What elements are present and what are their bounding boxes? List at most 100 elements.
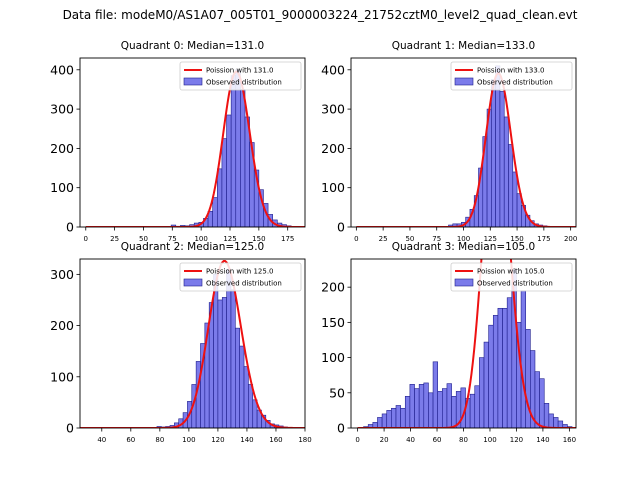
y-tick-label: 400 <box>321 62 345 77</box>
y-tick-label: 100 <box>50 369 74 384</box>
x-tick-label: 50 <box>139 235 148 243</box>
histogram-bar <box>548 413 554 428</box>
histogram-bar <box>553 417 559 428</box>
legend-hist-label: Observed distribution <box>206 79 282 87</box>
legend-box <box>450 61 573 91</box>
x-tick-label: 150 <box>252 235 265 243</box>
x-tick-label: 75 <box>168 235 177 243</box>
subplot-title: Quadrant 0: Median=131.0 <box>121 40 264 52</box>
legend-hist-swatch <box>183 77 203 86</box>
histogram-bar <box>506 297 513 428</box>
y-tick-label: 0 <box>337 220 345 235</box>
poisson-curve <box>85 70 305 227</box>
subplot-quadrant-3: 0 20 40 60 80 100 120 140 160 0 50 100 150 200 Quadran… <box>321 241 577 444</box>
histogram-bar <box>492 315 499 428</box>
y-tick-label: 50 <box>329 385 345 400</box>
poisson-curve <box>357 259 576 428</box>
legend-box <box>450 262 573 292</box>
histogram-bar <box>217 168 223 227</box>
y-tick-label: 300 <box>50 267 74 282</box>
histogram-bar <box>213 274 219 428</box>
plot-area <box>80 260 305 428</box>
legend-hist-swatch <box>454 278 474 287</box>
legend: Poission with 105.0 Observed distribution <box>450 262 573 292</box>
histogram-bar <box>497 307 503 428</box>
x-tick-label: 100 <box>194 235 207 243</box>
x-tick-label: 120 <box>211 436 224 444</box>
histogram-bar <box>221 138 227 227</box>
x-tick-label: 80 <box>459 436 468 444</box>
x-tick-label: 160 <box>269 436 282 444</box>
histogram-bar <box>446 383 452 428</box>
x-tick-label: 150 <box>510 235 523 243</box>
subplot-title: Quadrant 2: Median=125.0 <box>121 241 264 253</box>
axes-frame <box>79 258 306 429</box>
x-tick-label: 125 <box>223 235 236 243</box>
legend: Poission with 131.0 Observed distribution <box>179 61 302 91</box>
x-tick-label: 200 <box>564 235 577 243</box>
histogram-bar <box>437 391 443 428</box>
axes-frame <box>79 57 306 228</box>
subplot-quadrant-0: 0 25 50 75 100 125 150 175 0 100 200 300 400 Quadrant… <box>50 40 306 243</box>
x-tick-label: 180 <box>298 436 311 444</box>
histogram-bar <box>240 89 246 227</box>
histogram-bar <box>557 420 564 428</box>
histogram-bar <box>428 392 434 428</box>
x-tick-label: 25 <box>110 235 119 243</box>
histogram-bar <box>502 307 508 428</box>
histogram-bar <box>503 116 509 227</box>
histogram-bar <box>212 197 218 227</box>
x-tick-label: 25 <box>379 235 388 243</box>
subplot-title: Quadrant 1: Median=133.0 <box>392 40 535 52</box>
legend-hist-label: Observed distribution <box>206 280 282 288</box>
histogram-bar <box>243 366 249 428</box>
y-tick-label: 200 <box>321 280 345 295</box>
legend-poisson-label: Poission with 131.0 <box>206 67 274 75</box>
legend-poisson-label: Poission with 105.0 <box>477 268 545 276</box>
histogram-bar <box>539 378 545 428</box>
x-tick-label: 75 <box>432 235 441 243</box>
poisson-curve <box>80 260 305 428</box>
plot-area <box>357 259 576 428</box>
y-tick-label: 150 <box>321 315 345 330</box>
legend-box <box>179 61 302 91</box>
legend-hist-swatch <box>454 77 474 86</box>
histogram-bar <box>442 388 448 428</box>
x-tick-label: 80 <box>155 436 164 444</box>
histogram-bar <box>451 396 457 428</box>
y-tick-label: 100 <box>321 350 345 365</box>
figure-suptitle: Data file: modeM0/AS1A07_005T01_90000032… <box>62 8 578 22</box>
plot-area <box>85 69 305 227</box>
x-tick-label: 100 <box>483 436 496 444</box>
legend-hist-label: Observed distribution <box>477 79 553 87</box>
histogram-bar <box>423 382 429 428</box>
histogram-bar <box>386 410 392 428</box>
histogram-bar <box>248 384 254 428</box>
legend-hist-swatch <box>183 278 203 287</box>
x-tick-label: 50 <box>405 235 414 243</box>
histogram-bar <box>432 361 438 428</box>
x-tick-label: 175 <box>281 235 294 243</box>
histogram-bar <box>491 79 496 227</box>
y-tick-label: 0 <box>337 421 345 436</box>
histogram-bar <box>469 393 476 428</box>
poisson-curve <box>356 72 576 227</box>
x-tick-label: 140 <box>240 436 253 444</box>
histogram-bar <box>230 289 236 428</box>
histogram-bar <box>404 396 411 428</box>
histogram-bar <box>414 388 420 428</box>
x-tick-label: 60 <box>126 436 135 444</box>
histogram-bar <box>483 341 489 428</box>
y-tick-label: 100 <box>321 180 345 195</box>
y-tick-label: 200 <box>50 318 74 333</box>
subplot-title: Quadrant 3: Median=105.0 <box>392 241 535 253</box>
histogram-bar <box>534 371 540 428</box>
x-tick-label: 175 <box>537 235 550 243</box>
legend-box <box>179 262 302 292</box>
legend: Poission with 125.0 Observed distribution <box>179 262 302 292</box>
histogram-bar <box>221 297 227 428</box>
y-tick-label: 100 <box>50 180 74 195</box>
subplot-quadrant-2: 40 60 80 100 120 140 160 180 0 100 200 300 Quadrant … <box>50 241 312 444</box>
histogram-bar <box>239 345 245 428</box>
